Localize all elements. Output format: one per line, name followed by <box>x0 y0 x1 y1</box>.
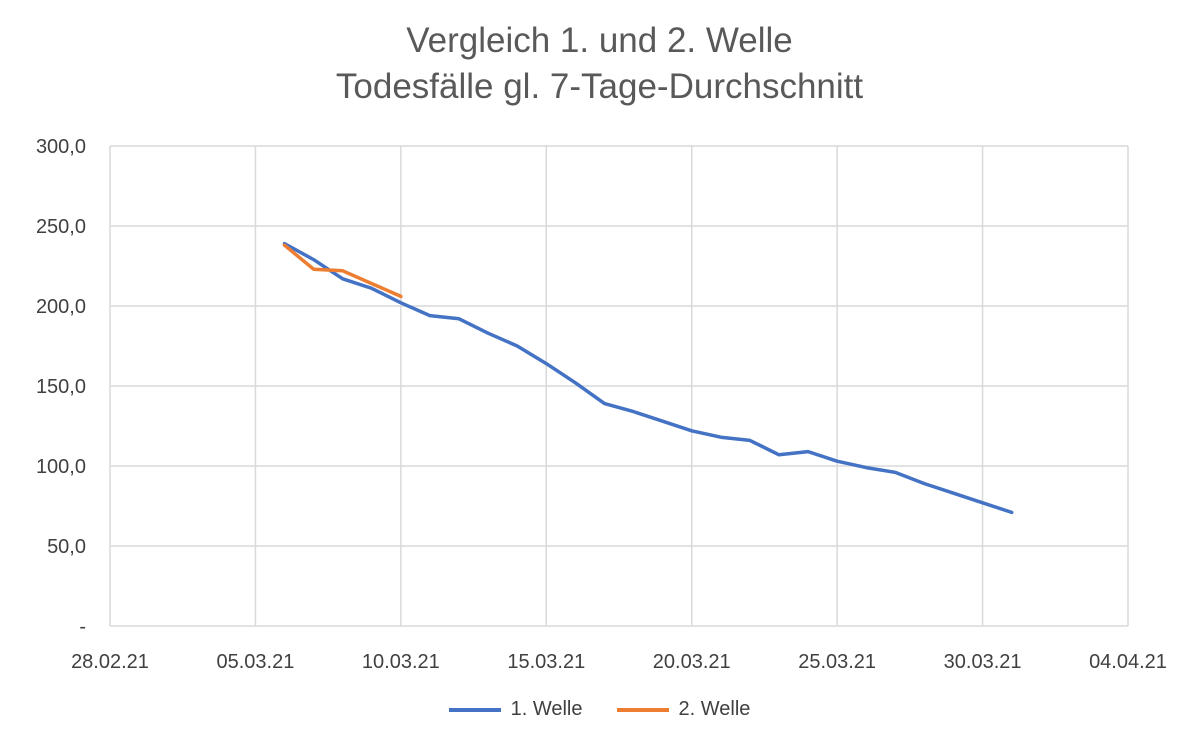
legend-swatch-series-1 <box>448 707 501 712</box>
y-tick-label: 150,0 <box>36 376 86 398</box>
y-tick-label: 50,0 <box>47 536 86 558</box>
y-tick-label: 250,0 <box>36 216 86 238</box>
x-tick-label: 10.03.21 <box>362 651 440 673</box>
y-tick-label: 200,0 <box>36 296 86 318</box>
chart-title: Vergleich 1. und 2. Welle <box>406 21 793 60</box>
chart-subtitle: Todesfälle gl. 7-Tage-Durchschnitt <box>335 67 864 106</box>
chart-title-block: Vergleich 1. und 2. Welle Todesfälle gl.… <box>0 18 1199 110</box>
gridlines <box>109 145 1129 627</box>
x-tick-label: 15.03.21 <box>507 651 585 673</box>
legend: 1. Welle 2. Welle <box>0 698 1199 721</box>
x-tick-label: 28.02.21 <box>71 651 149 673</box>
x-tick-label: 04.04.21 <box>1089 651 1167 673</box>
x-tick-label: 05.03.21 <box>216 651 294 673</box>
y-tick-label: - <box>79 616 86 638</box>
legend-item-series-1: 1. Welle <box>448 698 583 721</box>
series-lines <box>282 241 1014 515</box>
legend-label-series-2: 2. Welle <box>678 698 751 720</box>
legend-label-series-1: 1. Welle <box>510 698 583 720</box>
legend-item-series-2: 2. Welle <box>616 698 751 721</box>
x-tick-label: 30.03.21 <box>944 651 1022 673</box>
series-line-2 <box>282 243 403 299</box>
y-tick-label: 300,0 <box>36 136 86 158</box>
y-tick-label: 100,0 <box>36 456 86 478</box>
series-line-1 <box>282 241 1014 515</box>
x-tick-label: 20.03.21 <box>653 651 731 673</box>
x-tick-label: 25.03.21 <box>798 651 876 673</box>
axis-tick-labels: - 50,0 100,0 150,0 200,0 250,0 300,0 28.02.21 05… <box>36 136 1167 673</box>
legend-swatch-series-2 <box>616 707 669 712</box>
